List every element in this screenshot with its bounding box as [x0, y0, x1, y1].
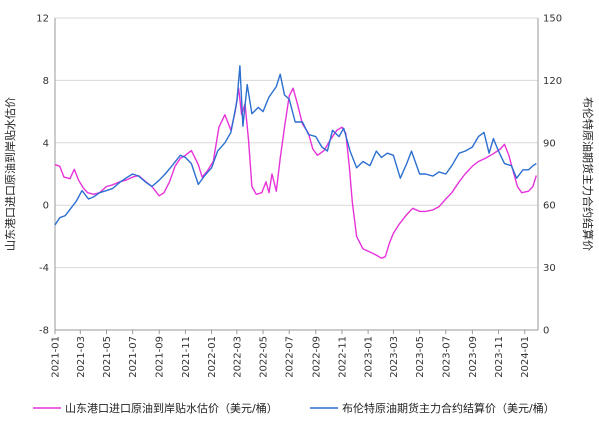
- x-tick-label: 2022-09: [311, 336, 322, 378]
- legend-label-1: 山东港口进口原油到岸贴水估价（美元/桶）: [65, 401, 278, 415]
- x-tick-label: 2021-05: [102, 336, 113, 378]
- y-left-tick-label: 12: [36, 14, 49, 25]
- y-left-axis-title: 山东港口进口原油到岸贴水估价: [3, 97, 17, 251]
- x-tick-label: 2023-05: [415, 336, 426, 378]
- x-tick-label: 2023-09: [468, 336, 479, 378]
- y-right-tick-label: 120: [543, 76, 562, 87]
- series-line-1: [54, 87, 537, 259]
- x-tick-label: 2022-05: [259, 336, 270, 378]
- y-left-tick-label: 4: [43, 138, 49, 149]
- x-tick-label: 2024-01: [520, 336, 531, 378]
- x-tick-label: 2023-03: [389, 336, 400, 378]
- x-tick-label: 2021-01: [51, 336, 62, 378]
- x-tick-label: 2021-07: [128, 336, 139, 378]
- y-right-tick-label: 90: [543, 138, 556, 149]
- x-tick-label: 2022-11: [337, 336, 348, 378]
- y-right-axis-title: 布伦特原油期货主力合约结算价: [581, 97, 595, 251]
- series: [54, 65, 537, 259]
- x-tick-label: 2023-01: [364, 336, 375, 378]
- y-left-tick-label: 8: [43, 76, 49, 87]
- x-tick-label: 2021-09: [155, 336, 166, 378]
- x-tick-label: 2021-11: [181, 336, 192, 378]
- x-tick-label: 2022-07: [285, 336, 296, 378]
- y-left-tick-label: -4: [39, 263, 49, 274]
- x-tick-label: 2023-07: [441, 336, 452, 378]
- y-right-tick-label: 60: [543, 201, 556, 212]
- x-tick-label: 2023-11: [494, 336, 505, 378]
- legend: 山东港口进口原油到岸贴水估价（美元/桶） 布伦特原油期货主力合约结算价（美元/桶）: [33, 401, 555, 415]
- x-tick-label: 2022-01: [207, 336, 218, 378]
- x-tick-label: 2021-03: [76, 336, 87, 378]
- legend-label-2: 布伦特原油期货主力合约结算价（美元/桶）: [342, 401, 555, 415]
- y-right-tick-label: 150: [543, 14, 562, 25]
- y-right-tick-label: 30: [543, 263, 556, 274]
- x-tick-label: 2022-03: [232, 336, 243, 378]
- y-left-tick-label: -8: [39, 326, 49, 337]
- y-right-tick-label: 0: [543, 326, 549, 337]
- series-line-2: [54, 65, 537, 226]
- y-left-tick-label: 0: [43, 201, 49, 212]
